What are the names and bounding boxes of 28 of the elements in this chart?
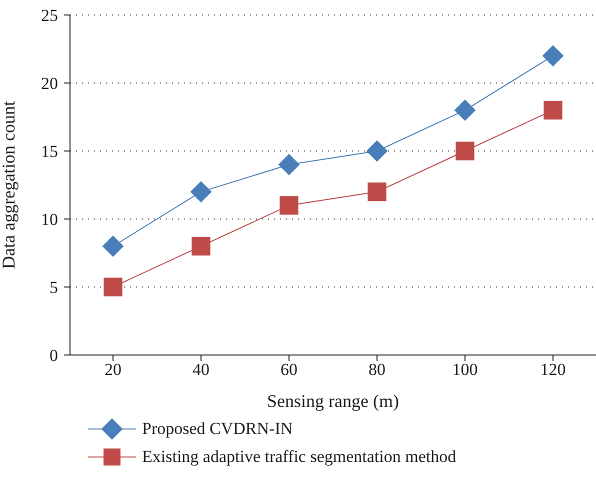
point (366, 140, 388, 162)
x-tick-label: 100 (452, 360, 478, 380)
point (542, 45, 564, 66)
x-tick-label: 20 (104, 360, 122, 380)
point (104, 278, 122, 296)
y-tick-label: 20 (41, 74, 58, 94)
point (454, 100, 476, 121)
y-tick-label: 15 (41, 142, 58, 162)
point (278, 154, 300, 176)
point (190, 181, 212, 202)
x-tick-label: 40 (192, 360, 210, 380)
x-axis-title: Sensing range (m) (267, 391, 399, 411)
x-tick-label: 80 (368, 360, 386, 380)
point (544, 100, 562, 120)
point (102, 236, 124, 257)
point (192, 236, 210, 256)
y-tick-label: 10 (41, 210, 58, 230)
point (368, 182, 386, 202)
y-tick-label: 25 (41, 6, 58, 26)
x-tick-label: 60 (280, 360, 298, 380)
legend-label: Proposed CVDRN-IN (142, 419, 293, 439)
y-tick-label: 5 (50, 278, 58, 298)
y-tick-label: 0 (50, 346, 58, 366)
legend-label: Existing adaptive traffic segmentation method (142, 447, 456, 467)
point (280, 196, 298, 215)
point (456, 142, 474, 160)
x-tick-label: 120 (540, 360, 566, 380)
y-axis-title: Data aggregation count (0, 101, 18, 269)
